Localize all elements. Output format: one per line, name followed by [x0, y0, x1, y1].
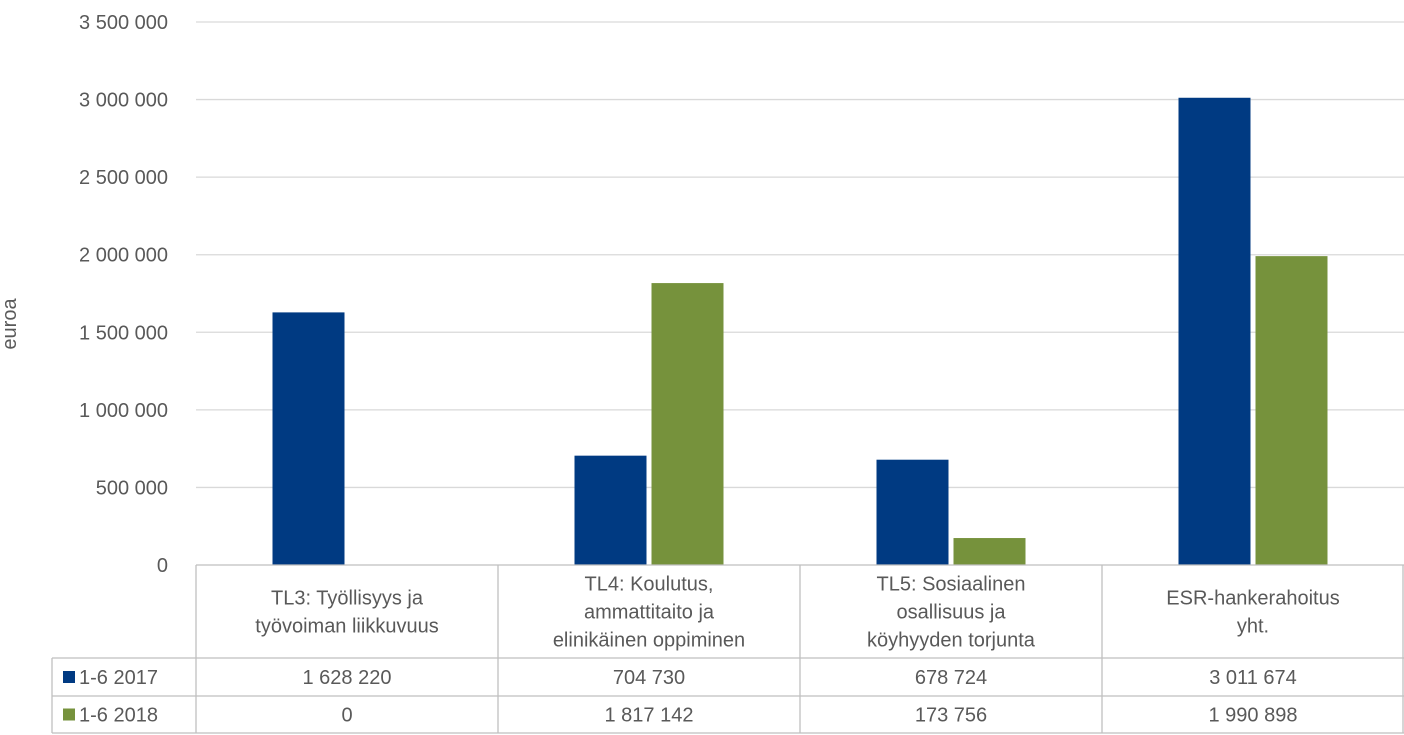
data-label: 1 628 220	[303, 667, 392, 689]
category-label: TL5: Sosiaalinen	[877, 574, 1026, 596]
y-axis-ticks: 0 500 000 1 000 000 1 500 000 2 000 000 2 500…	[79, 12, 168, 577]
legend-label: 1-6 2017	[79, 667, 158, 689]
category-label: työvoiman liikkuvuus	[255, 616, 438, 638]
category-label: köyhyyden torjunta	[867, 630, 1036, 652]
category-label: elinikäinen oppiminen	[553, 630, 745, 652]
bar	[953, 538, 1026, 565]
data-label: 678 724	[915, 667, 987, 689]
data-label: 3 011 674	[1209, 667, 1297, 689]
category-label: yht.	[1237, 616, 1269, 638]
data-label: 173 756	[915, 705, 987, 727]
y-tick-label: 0	[157, 555, 168, 577]
y-tick-label: 2 500 000	[79, 167, 168, 189]
data-label: 1 817 142	[605, 705, 694, 727]
bar	[876, 459, 949, 565]
category-label: TL4: Koulutus,	[585, 574, 714, 596]
bar	[574, 455, 647, 565]
y-tick-label: 1 000 000	[79, 400, 168, 422]
legend-swatch	[63, 708, 75, 721]
y-tick-label: 2 000 000	[79, 245, 168, 267]
bar	[272, 312, 345, 565]
data-table: TL3: Työllisyys ja työvoiman liikkuvuus TL…	[51, 564, 1404, 734]
y-tick-label: 1 500 000	[79, 322, 168, 344]
category-label: ammattitaito ja	[584, 602, 715, 624]
data-label: 704 730	[613, 667, 685, 689]
gridlines	[196, 21, 1404, 489]
y-tick-label: 3 000 000	[79, 90, 168, 112]
y-tick-label: 500 000	[96, 477, 168, 499]
category-label: ESR-hankerahoitus	[1166, 588, 1339, 610]
legend-label: 1-6 2018	[79, 705, 158, 727]
data-label: 1 990 898	[1209, 705, 1298, 727]
data-label: 0	[341, 705, 352, 727]
legend-swatch	[63, 671, 75, 683]
y-tick-label: 3 500 000	[79, 12, 168, 34]
bars	[272, 97, 1328, 566]
category-label: TL3: Työllisyys ja	[271, 588, 424, 610]
bar	[1178, 97, 1251, 566]
bar	[1255, 256, 1328, 565]
category-label: osallisuus ja	[897, 602, 1007, 624]
y-axis-label: euroa	[0, 298, 21, 350]
bar	[651, 283, 724, 565]
